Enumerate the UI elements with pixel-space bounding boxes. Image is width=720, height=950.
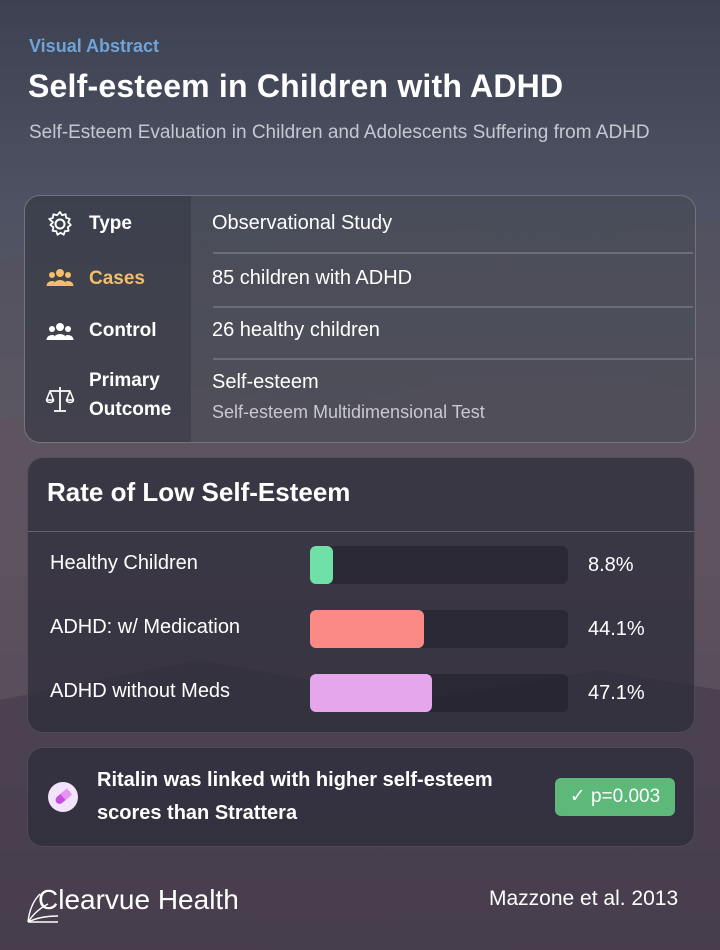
check-icon: ✓ <box>569 786 586 807</box>
bar-fill <box>310 674 432 712</box>
outcome-label-1: Primary <box>89 370 160 391</box>
outcome-row: Primary Outcome Self-esteem Self-esteem … <box>25 360 695 442</box>
study-info-card: Type Observational Study Cases 85 childr… <box>24 195 696 443</box>
brand-logo-icon <box>27 893 59 923</box>
group-icon <box>46 269 74 286</box>
rate-title: Rate of Low Self-Esteem <box>47 477 351 507</box>
bar-value: 47.1% <box>588 682 645 704</box>
p-value-text: p=0.003 <box>590 786 661 807</box>
type-value: Observational Study <box>212 212 393 234</box>
page-title: Self-esteem in Children with ADHD <box>28 68 564 104</box>
type-row: Type Observational Study <box>25 196 695 252</box>
cases-value: 85 children with ADHD <box>212 267 413 289</box>
bar-fill <box>310 546 333 584</box>
p-value-badge: ✓ p=0.003 <box>555 778 675 816</box>
outcome-detail: Self-esteem Multidimensional Test <box>212 402 485 422</box>
finding-text: Ritalin was linked with higher self-este… <box>97 769 493 824</box>
bar-track <box>310 674 568 712</box>
rate-card: Rate of Low Self-Esteem Healthy Children… <box>27 457 695 733</box>
divider <box>28 531 694 532</box>
gear-icon <box>48 211 72 236</box>
divider <box>213 306 693 308</box>
cases-label: Cases <box>89 268 145 289</box>
outcome-value: Self-esteem <box>212 371 319 393</box>
pill-icon <box>48 782 78 812</box>
bar-row: Healthy Children 8.8% <box>28 546 694 586</box>
bar-track <box>310 610 568 648</box>
control-value: 26 healthy children <box>212 319 380 341</box>
bar-row: ADHD: w/ Medication 44.1% <box>28 610 694 650</box>
outcome-label-2: Outcome <box>89 399 172 420</box>
bar-fill <box>310 610 424 648</box>
control-label: Control <box>89 320 157 341</box>
control-row: Control 26 healthy children <box>25 308 695 358</box>
bar-value: 8.8% <box>588 554 634 576</box>
bar-label: Healthy Children <box>50 552 198 574</box>
bar-value: 44.1% <box>588 618 645 640</box>
bar-label: ADHD: w/ Medication <box>50 616 241 638</box>
bar-track <box>310 546 568 584</box>
group-icon <box>46 323 74 340</box>
scale-icon <box>45 387 75 412</box>
finding-card: Ritalin was linked with higher self-este… <box>27 747 695 847</box>
divider <box>213 252 693 254</box>
bar-row: ADHD without Meds 47.1% <box>28 674 694 714</box>
bar-label: ADHD without Meds <box>50 680 231 702</box>
kicker-label: Visual Abstract <box>29 36 160 56</box>
divider <box>213 358 693 360</box>
brand-name: Clearvue Health <box>38 884 239 915</box>
citation: Mazzone et al. 2013 <box>489 887 679 910</box>
type-label: Type <box>89 213 132 234</box>
page-subtitle: Self-Esteem Evaluation in Children and A… <box>29 122 650 143</box>
cases-row: Cases 85 children with ADHD <box>25 254 695 306</box>
